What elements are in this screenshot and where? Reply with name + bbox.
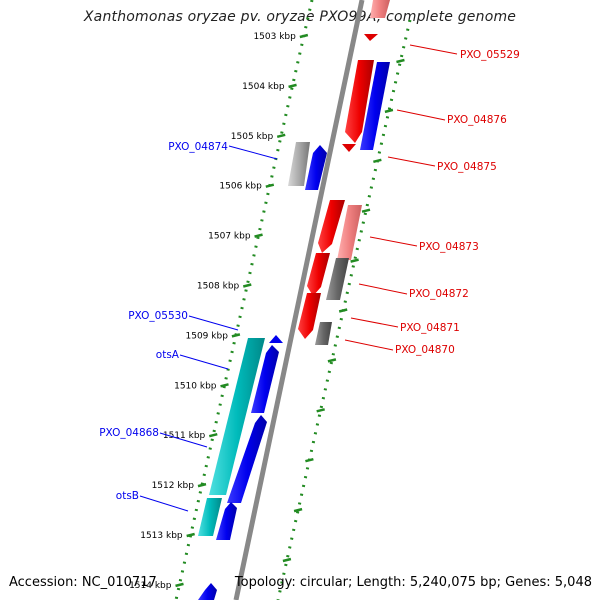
tick-label: 1514 kbp (129, 581, 172, 591)
leader-pxo-04873 (369, 236, 418, 247)
leader-pxo-05529 (409, 44, 458, 55)
leader-pxo-04868 (159, 432, 208, 448)
label-pxo-04875[interactable]: PXO_04875 (437, 161, 497, 173)
gene-pxo-04874-b[interactable] (305, 145, 327, 190)
gene-pxo-04872[interactable] (307, 253, 330, 296)
gene-otsA[interactable] (209, 338, 265, 495)
tick-mark-right (373, 158, 382, 164)
tick-mark-right (361, 208, 371, 213)
tick-label: 1513 kbp (140, 531, 183, 541)
tick-mark-left (231, 333, 241, 338)
gene-pxo-04870[interactable] (315, 322, 332, 345)
label-pxo-04870[interactable]: PXO_04870 (395, 344, 455, 356)
tick-label: 1508 kbp (197, 282, 240, 292)
leader-otsA (179, 354, 229, 370)
gene-pxo-04874[interactable] (288, 142, 310, 186)
label-pxo-04876[interactable]: PXO_04876 (447, 114, 507, 126)
leader-pxo-04875 (387, 156, 436, 167)
tick-label: 1504 kbp (242, 82, 285, 92)
leader-pxo-04872 (358, 283, 408, 295)
tick-mark-right (316, 408, 325, 413)
label-pxo-04868[interactable]: PXO_04868 (99, 427, 159, 439)
label-pxo-04873[interactable]: PXO_04873 (419, 241, 479, 253)
label-otsB[interactable]: otsB (116, 490, 139, 502)
tick-mark-right (384, 108, 394, 114)
tick-mark-left (175, 582, 184, 588)
gene-pxo-04871[interactable] (298, 293, 321, 339)
tick-mark-left (197, 482, 207, 488)
tick-label: 1512 kbp (152, 481, 195, 491)
gene-otsB[interactable] (198, 498, 222, 536)
gene-otsA-b[interactable] (251, 345, 279, 413)
reverse-strand-genes (298, 0, 390, 345)
leader-pxo-04876 (396, 109, 446, 121)
tick-label: 1510 kbp (174, 381, 217, 391)
forward-strand-genes (198, 142, 327, 600)
scale-track-right (276, 19, 412, 600)
tick-label: 1506 kbp (219, 182, 262, 192)
gene-pxo-04875[interactable] (342, 144, 356, 152)
tick-mark-right (293, 507, 303, 513)
tick-mark-right (305, 457, 314, 463)
label-leaders (139, 44, 458, 512)
topology-text: Topology: circular; Length: 5,240,075 bp… (234, 575, 592, 590)
gene-otsB-b[interactable] (216, 502, 237, 540)
label-pxo-05530[interactable]: PXO_05530 (128, 310, 188, 322)
tick-mark-right (350, 258, 359, 263)
leader-pxo-05530 (188, 315, 239, 331)
scale-ticks-left (175, 33, 309, 588)
tick-mark-left (299, 33, 309, 39)
label-pxo-04871[interactable]: PXO_04871 (400, 322, 460, 334)
tick-label: 1509 kbp (186, 331, 229, 341)
gene-pxo-04876[interactable] (345, 60, 374, 143)
tick-mark-left (220, 383, 229, 388)
map-title: Xanthomonas oryzae pv. oryzae PXO99A, co… (83, 9, 517, 25)
leader-pxo-04870 (344, 339, 394, 351)
tick-label: 1505 kbp (231, 132, 274, 142)
label-pxo-04872[interactable]: PXO_04872 (409, 288, 469, 300)
label-pxo-04874[interactable]: PXO_04874 (168, 141, 228, 153)
tick-mark-right (327, 358, 337, 363)
label-otsA[interactable]: otsA (156, 349, 180, 361)
tick-mark-left (288, 83, 297, 89)
genome-backbone (233, 0, 365, 600)
tick-mark-left (276, 133, 286, 139)
gene-bottom[interactable] (198, 583, 217, 600)
gene-pxo-04872-b[interactable] (326, 258, 349, 300)
tick-mark-left (208, 432, 218, 438)
leader-otsB (139, 495, 189, 512)
tick-mark-left (254, 233, 263, 238)
tick-mark-left (242, 283, 252, 288)
gene-pxo-04876-b[interactable] (360, 62, 390, 150)
tick-mark-left (265, 183, 275, 188)
scale-ticks-right (282, 58, 405, 563)
gene-pxo-04868[interactable] (227, 415, 267, 503)
gene-pxo-05529[interactable] (370, 0, 390, 18)
leader-pxo-04871 (350, 317, 399, 328)
scale-tick-labels: 1503 kbp 1504 kbp 1505 kbp 1506 kbp 1507 kbp… (129, 32, 296, 591)
tick-mark-right (338, 308, 348, 313)
leader-pxo-04874 (228, 145, 278, 160)
tick-mark-left (186, 532, 195, 538)
tick-label: 1503 kbp (253, 32, 296, 42)
gene-labels: PXO_04874 PXO_05530 otsA PXO_04868 otsB … (99, 49, 520, 502)
tick-mark-right (396, 58, 405, 64)
accession-text: Accession: NC_010717 (9, 575, 157, 590)
tick-label: 1511 kbp (163, 431, 206, 441)
tick-mark-right (282, 557, 292, 563)
gene-pxo-05530[interactable] (269, 335, 283, 343)
label-pxo-05529[interactable]: PXO_05529 (460, 49, 520, 61)
gene-pxo-05529-arrow[interactable] (364, 34, 378, 41)
tick-label: 1507 kbp (208, 232, 251, 242)
gene-pxo-04873[interactable] (318, 200, 345, 253)
gene-pxo-04873-b[interactable] (337, 205, 362, 260)
